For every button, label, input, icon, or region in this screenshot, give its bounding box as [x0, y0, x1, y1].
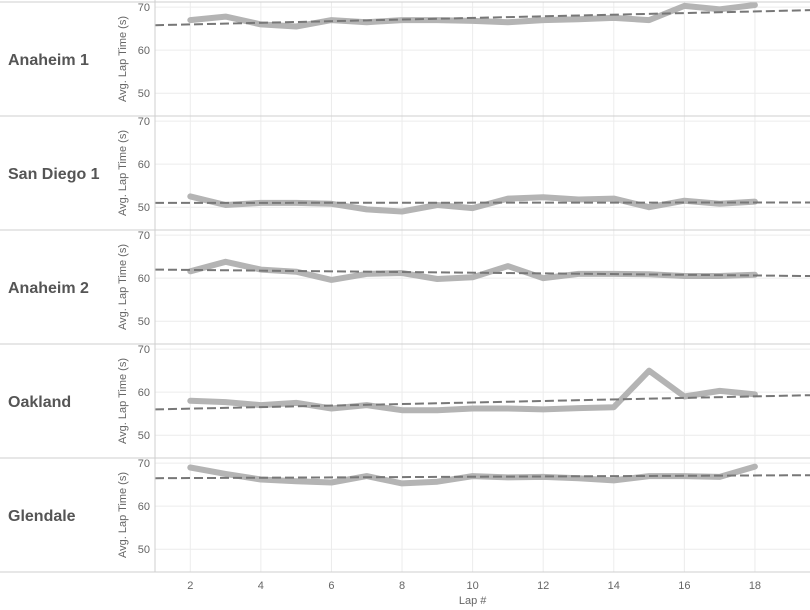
- y-tick-label: 70: [138, 230, 150, 242]
- x-tick-label: 10: [466, 580, 478, 592]
- y-tick-label: 50: [138, 202, 150, 214]
- y-tick-label: 50: [138, 544, 150, 556]
- y-tick-label: 70: [138, 2, 150, 14]
- trend-line: [154, 394, 810, 411]
- y-tick-label: 60: [138, 387, 150, 399]
- y-tick-label: 70: [138, 458, 150, 470]
- row-label-anaheim-2: Anaheim 2: [8, 280, 89, 297]
- trend-line: [154, 474, 810, 480]
- y-tick-label: 60: [138, 159, 150, 171]
- x-tick-label: 12: [537, 580, 549, 592]
- y-tick-label: 70: [138, 344, 150, 356]
- row-label-glendale: Glendale: [8, 508, 76, 525]
- y-tick-label: 50: [138, 88, 150, 100]
- y-tick-label: 60: [138, 273, 150, 285]
- row-label-san-diego-1: San Diego 1: [8, 166, 100, 183]
- y-tick-label: 60: [138, 45, 150, 57]
- y-axis-title: Avg. Lap Time (s): [117, 358, 129, 444]
- x-tick-label: 4: [258, 580, 264, 592]
- trend-line: [154, 9, 810, 27]
- row-label-anaheim-1: Anaheim 1: [8, 52, 89, 69]
- y-axis-title: Avg. Lap Time (s): [117, 244, 129, 330]
- x-tick-label: 6: [328, 580, 334, 592]
- x-tick-label: 2: [187, 580, 193, 592]
- y-axis-title: Avg. Lap Time (s): [117, 130, 129, 216]
- x-tick-label: 8: [399, 580, 405, 592]
- x-tick-label: 18: [749, 580, 761, 592]
- y-axis-title: Avg. Lap Time (s): [117, 472, 129, 558]
- y-tick-label: 60: [138, 501, 150, 513]
- y-tick-label: 50: [138, 316, 150, 328]
- x-tick-label: 16: [678, 580, 690, 592]
- x-tick-label: 14: [608, 580, 620, 592]
- y-tick-label: 70: [138, 116, 150, 128]
- row-label-oakland: Oakland: [8, 394, 71, 411]
- y-tick-label: 50: [138, 430, 150, 442]
- x-axis-title: Lap #: [459, 595, 487, 607]
- y-axis-title: Avg. Lap Time (s): [117, 16, 129, 102]
- trend-line: [154, 268, 810, 278]
